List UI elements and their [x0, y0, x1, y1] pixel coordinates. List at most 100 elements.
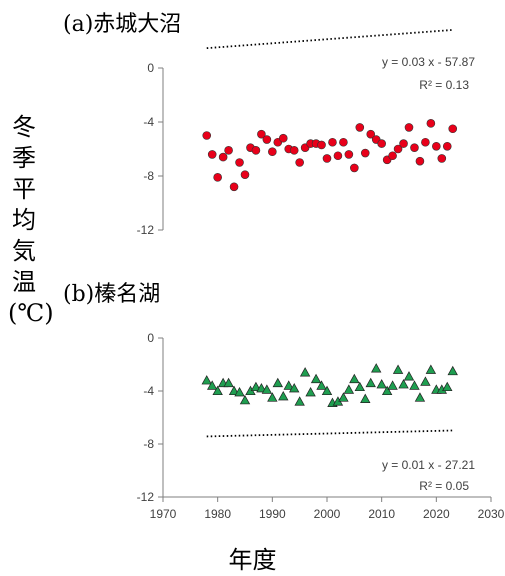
data-point	[420, 376, 431, 386]
data-point	[256, 383, 267, 393]
x-axis-label: 年度	[228, 546, 277, 574]
data-point	[295, 158, 304, 167]
data-point	[228, 385, 240, 396]
data-point	[322, 154, 332, 163]
trend-line	[206, 429, 453, 438]
data-point	[305, 387, 316, 397]
data-point	[421, 137, 430, 147]
r-squared-label: R² = 0.05	[419, 479, 469, 493]
data-point	[343, 384, 355, 394]
x-tick-label: 1990	[259, 507, 286, 521]
data-point	[251, 146, 261, 155]
data-point	[349, 373, 360, 384]
data-point	[289, 383, 300, 393]
data-point	[437, 154, 447, 163]
y-tick-label: -4	[143, 115, 154, 129]
data-point	[321, 385, 333, 396]
y-tick-label: 0	[147, 61, 154, 75]
data-point	[387, 380, 398, 390]
panel-a-title: (a)赤城大沼	[63, 12, 182, 37]
data-point	[355, 123, 365, 132]
data-point	[234, 387, 245, 397]
data-point	[371, 363, 382, 373]
data-point	[207, 380, 218, 390]
data-point	[229, 182, 239, 192]
data-point	[442, 381, 453, 392]
data-point	[360, 148, 370, 158]
data-point	[278, 133, 288, 143]
data-point	[339, 137, 348, 147]
x-tick-label: 1980	[204, 507, 231, 521]
data-point	[425, 364, 437, 374]
regression-equation: y = 0.03 x - 57.87	[382, 55, 475, 69]
data-point	[360, 393, 371, 403]
x-tick-label: 1970	[150, 507, 177, 521]
data-point	[376, 379, 387, 389]
data-point	[366, 129, 376, 139]
data-point	[409, 380, 420, 390]
x-tick-label: 2010	[368, 507, 395, 521]
data-point	[448, 124, 458, 134]
panel-b-title: (b)榛名湖	[63, 282, 161, 307]
x-tick-label: 2000	[314, 507, 341, 521]
data-point	[426, 119, 436, 128]
data-point	[316, 380, 327, 390]
data-point	[299, 367, 311, 377]
data-point	[207, 150, 217, 159]
data-point	[294, 396, 305, 406]
data-point	[344, 150, 354, 159]
data-point	[261, 384, 273, 394]
data-point	[365, 377, 376, 388]
data-point	[317, 140, 326, 150]
data-point	[354, 381, 365, 392]
data-point	[328, 137, 337, 147]
data-point	[235, 158, 244, 167]
data-point	[388, 151, 397, 161]
data-point	[403, 371, 415, 381]
data-point	[414, 392, 426, 402]
data-point	[201, 375, 212, 385]
data-point	[213, 173, 222, 182]
data-point	[218, 152, 228, 162]
y-tick-label: -4	[143, 384, 154, 398]
data-point	[202, 131, 212, 140]
data-point	[377, 139, 386, 148]
data-point	[338, 392, 349, 402]
data-point	[257, 129, 266, 139]
regression-equation: y = 0.01 x - 27.21	[382, 458, 475, 472]
data-point	[224, 146, 233, 155]
data-point	[239, 394, 251, 405]
data-point	[392, 364, 404, 374]
x-tick-label: 2030	[478, 507, 505, 521]
data-point	[432, 142, 441, 151]
data-point	[333, 151, 343, 161]
data-point	[415, 156, 425, 166]
data-point	[268, 147, 277, 156]
y-tick-label: -12	[137, 223, 155, 237]
data-point	[393, 144, 403, 154]
data-point	[404, 123, 414, 132]
x-tick-label: 2020	[423, 507, 450, 521]
y-tick-label: 0	[147, 331, 154, 345]
data-point	[240, 170, 250, 179]
data-point	[447, 365, 458, 376]
panel-a: 0 -4 -8 -12 y = 0.03 x - 57.87 R² = 0.13	[137, 29, 475, 237]
data-point	[381, 385, 393, 396]
data-point	[399, 139, 408, 148]
trend-line	[206, 29, 453, 50]
data-point	[272, 377, 283, 388]
data-point	[350, 163, 359, 173]
data-point	[283, 380, 294, 390]
r-squared-label: R² = 0.13	[419, 78, 469, 92]
data-point	[398, 379, 409, 389]
y-tick-label: -8	[143, 437, 154, 451]
y-tick-label: -12	[137, 490, 155, 504]
panel-b: 0 -4 -8 -12 1970 1980 1990 2000 2010 2020 2030 y = …	[137, 331, 505, 521]
data-point	[262, 135, 272, 144]
data-point	[410, 143, 419, 152]
y-tick-label: -8	[143, 169, 154, 183]
data-point	[223, 377, 234, 388]
data-point	[250, 381, 262, 392]
data-point	[289, 146, 299, 155]
